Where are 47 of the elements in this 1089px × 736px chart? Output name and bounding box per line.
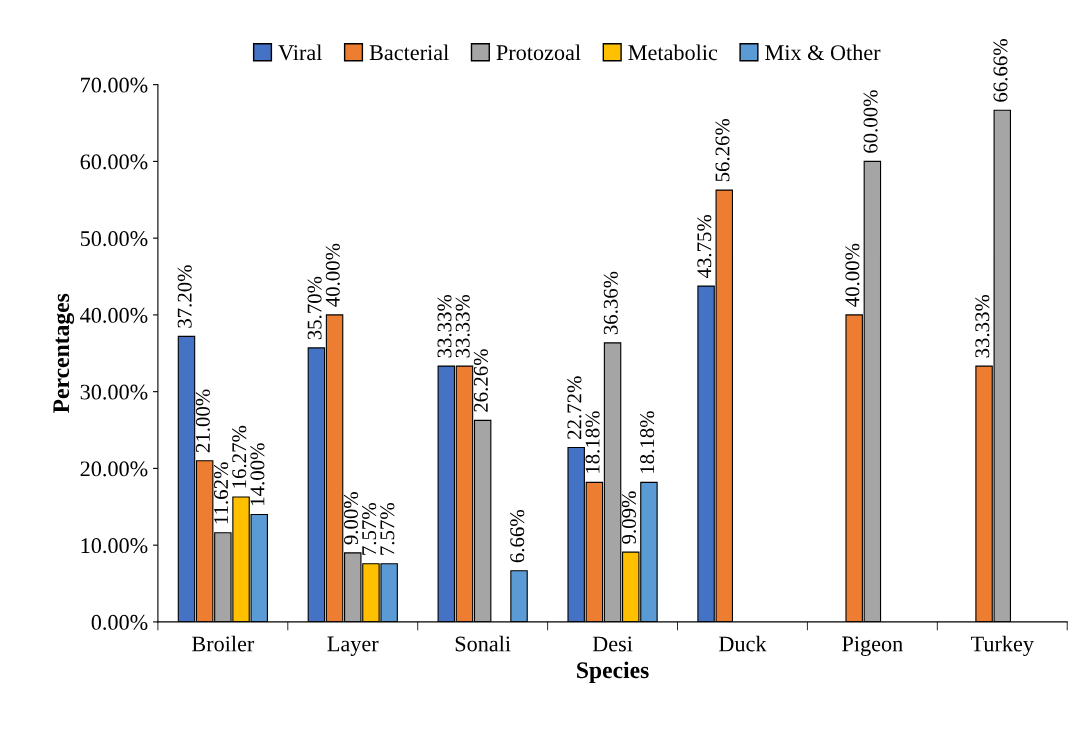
data-label: 33.33% bbox=[455, 294, 470, 358]
y-tick-label: 50.00% bbox=[80, 231, 148, 247]
y-tick-label: 20.00% bbox=[80, 461, 148, 477]
x-tick-label: Broiler bbox=[192, 635, 255, 652]
data-label: 22.72% bbox=[567, 376, 582, 439]
data-label: 9.09% bbox=[621, 491, 637, 544]
y-tick-label: 10.00% bbox=[81, 538, 148, 554]
x-axis-title: Species bbox=[577, 661, 649, 683]
y-tick-label: 70.00% bbox=[81, 77, 148, 93]
y-tick-label: 40.00% bbox=[80, 307, 148, 323]
data-label: 11.62% bbox=[214, 462, 229, 524]
x-tick-label: Pigeon bbox=[842, 636, 903, 656]
legend-label: Metabolic bbox=[628, 44, 718, 61]
data-label: 56.26% bbox=[715, 118, 730, 182]
data-label: 60.00% bbox=[863, 90, 878, 153]
data-label: 33.33% bbox=[975, 294, 990, 358]
data-label: 18.18% bbox=[585, 411, 600, 473]
data-label: 37.20% bbox=[177, 265, 192, 328]
x-tick-label: Duck bbox=[719, 635, 767, 652]
legend-label: Viral bbox=[278, 44, 322, 61]
data-label: 40.00% bbox=[325, 243, 340, 307]
data-label: 14.00% bbox=[250, 443, 265, 505]
y-tick-label: 0.00% bbox=[91, 614, 148, 630]
data-label: 7.57% bbox=[362, 503, 377, 555]
y-tick-label: 30.00% bbox=[80, 384, 148, 400]
data-label: 26.26% bbox=[473, 349, 488, 412]
data-label: 43.75% bbox=[697, 214, 712, 279]
x-tick-label: Desi bbox=[592, 636, 633, 652]
data-label: 6.66% bbox=[510, 510, 525, 563]
y-axis-title: Percentages bbox=[53, 293, 75, 413]
x-tick-label: Sonali bbox=[455, 635, 511, 652]
x-tick-label: Layer bbox=[327, 636, 379, 656]
legend-label: Protozoal bbox=[496, 44, 581, 61]
data-label: 9.00% bbox=[343, 492, 359, 545]
data-label: 16.27% bbox=[232, 425, 247, 488]
data-label: 66.66% bbox=[993, 39, 1008, 102]
legend-label: Bacterial bbox=[369, 44, 449, 61]
data-label: 7.57% bbox=[380, 503, 395, 555]
data-label: 33.33% bbox=[437, 294, 452, 358]
y-tick-label: 60.00% bbox=[80, 154, 148, 170]
data-label: 21.00% bbox=[195, 389, 210, 453]
data-label: 18.18% bbox=[640, 411, 655, 473]
data-label: 36.36% bbox=[603, 271, 618, 335]
data-label: 40.00% bbox=[845, 243, 860, 307]
x-tick-label: Turkey bbox=[970, 635, 1034, 657]
data-label: 35.70% bbox=[307, 276, 322, 340]
legend-label: Mix & Other bbox=[765, 44, 881, 61]
